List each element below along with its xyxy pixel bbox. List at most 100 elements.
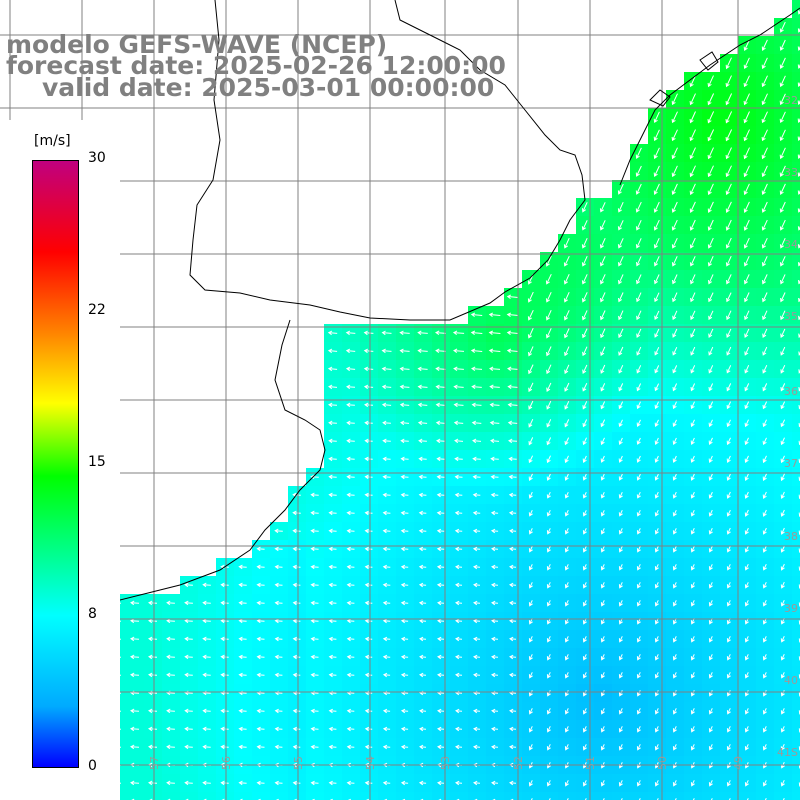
wind-vector — [564, 310, 570, 321]
wind-vector — [743, 111, 750, 124]
wind-vector — [582, 744, 587, 751]
wind-vector — [346, 546, 355, 552]
wind-vector — [779, 183, 786, 196]
wind-vector — [762, 690, 767, 697]
wind-cell — [126, 792, 144, 800]
wind-vector — [363, 330, 374, 336]
wind-vector — [762, 401, 768, 410]
wind-vector — [148, 600, 158, 606]
wind-vector — [364, 618, 373, 624]
wind-vector — [419, 636, 427, 642]
wind-vector — [418, 600, 427, 606]
wind-vector — [400, 618, 409, 624]
wind-vector — [671, 219, 678, 231]
wind-vector — [238, 744, 247, 750]
wind-vector — [708, 491, 713, 499]
wind-vector — [528, 346, 534, 357]
wind-vector — [166, 636, 175, 642]
wind-vector — [708, 726, 713, 733]
wind-vector — [582, 582, 587, 589]
wind-vector — [202, 582, 211, 588]
wind-cell — [792, 522, 800, 540]
wind-cell — [792, 18, 800, 36]
wind-vector — [238, 618, 247, 624]
wind-vector — [436, 492, 445, 498]
wind-vector — [636, 328, 642, 338]
wind-vector — [671, 93, 678, 106]
wind-vector — [744, 274, 750, 285]
wind-vector — [490, 492, 499, 498]
wind-vector — [599, 256, 606, 267]
wind-vector — [453, 402, 464, 408]
wind-vector — [672, 346, 678, 356]
wind-vector — [636, 346, 642, 356]
wind-vector — [725, 75, 732, 88]
wind-vector — [546, 528, 551, 535]
wind-vector — [364, 438, 373, 444]
wind-vector — [654, 256, 660, 267]
wind-vector — [546, 690, 551, 697]
wind-cell — [720, 792, 738, 800]
wind-vector — [654, 654, 659, 661]
wind-cell — [792, 540, 800, 558]
wind-vector — [274, 564, 283, 570]
wind-vector — [762, 383, 768, 392]
wind-vector — [743, 57, 750, 70]
wind-vector — [780, 274, 786, 285]
wind-vector — [364, 600, 373, 606]
wind-vector — [364, 654, 373, 660]
wind-vector — [274, 582, 283, 588]
wind-vector — [797, 27, 800, 33]
wind-cell — [792, 360, 800, 378]
wind-vector — [761, 219, 768, 231]
wind-vector — [346, 384, 356, 390]
wind-vector — [437, 600, 445, 606]
wind-vector — [382, 546, 391, 552]
wind-vector — [346, 726, 355, 732]
wind-vector — [618, 346, 624, 356]
wind-vector — [346, 420, 355, 426]
wind-vector — [636, 654, 641, 661]
wind-vector — [437, 726, 445, 732]
wind-vector — [328, 546, 337, 552]
wind-vector — [400, 744, 409, 750]
wind-cell — [198, 792, 216, 800]
wind-cell — [594, 792, 612, 800]
wind-vector — [130, 672, 140, 678]
wind-vector — [566, 798, 569, 800]
wind-cell — [792, 504, 800, 522]
wind-vector — [509, 618, 517, 624]
wind-vector — [780, 346, 786, 356]
wind-vector — [528, 364, 534, 375]
wind-vector — [455, 726, 463, 732]
wind-vector — [743, 129, 750, 142]
wind-vector — [528, 455, 534, 464]
wind-vector — [545, 309, 552, 321]
wind-vector — [528, 418, 534, 428]
valid-date: valid date: 2025-03-01 00:00:00 — [42, 73, 495, 102]
longitude-label: 51 — [584, 756, 597, 770]
wind-vector — [690, 401, 695, 410]
wind-vector — [130, 744, 140, 750]
wind-vector — [762, 708, 767, 715]
wind-vector — [328, 708, 337, 714]
wind-vector — [418, 492, 427, 498]
wind-vector — [564, 400, 570, 410]
wind-vector — [528, 491, 533, 499]
wind-vector — [761, 39, 768, 52]
wind-vector — [546, 582, 551, 589]
wind-vector — [274, 672, 283, 678]
wind-vector — [636, 292, 642, 303]
wind-vector — [256, 744, 265, 750]
wind-vector — [220, 636, 229, 642]
wind-vector — [581, 255, 588, 267]
wind-vector — [346, 636, 355, 642]
wind-vector — [166, 780, 175, 786]
wind-vector — [418, 564, 427, 570]
wind-vector — [618, 401, 624, 410]
wind-vector — [564, 546, 569, 553]
wind-vector — [328, 744, 337, 750]
wind-vector — [546, 346, 552, 357]
wind-vector — [708, 328, 714, 338]
wind-vector — [454, 510, 463, 516]
